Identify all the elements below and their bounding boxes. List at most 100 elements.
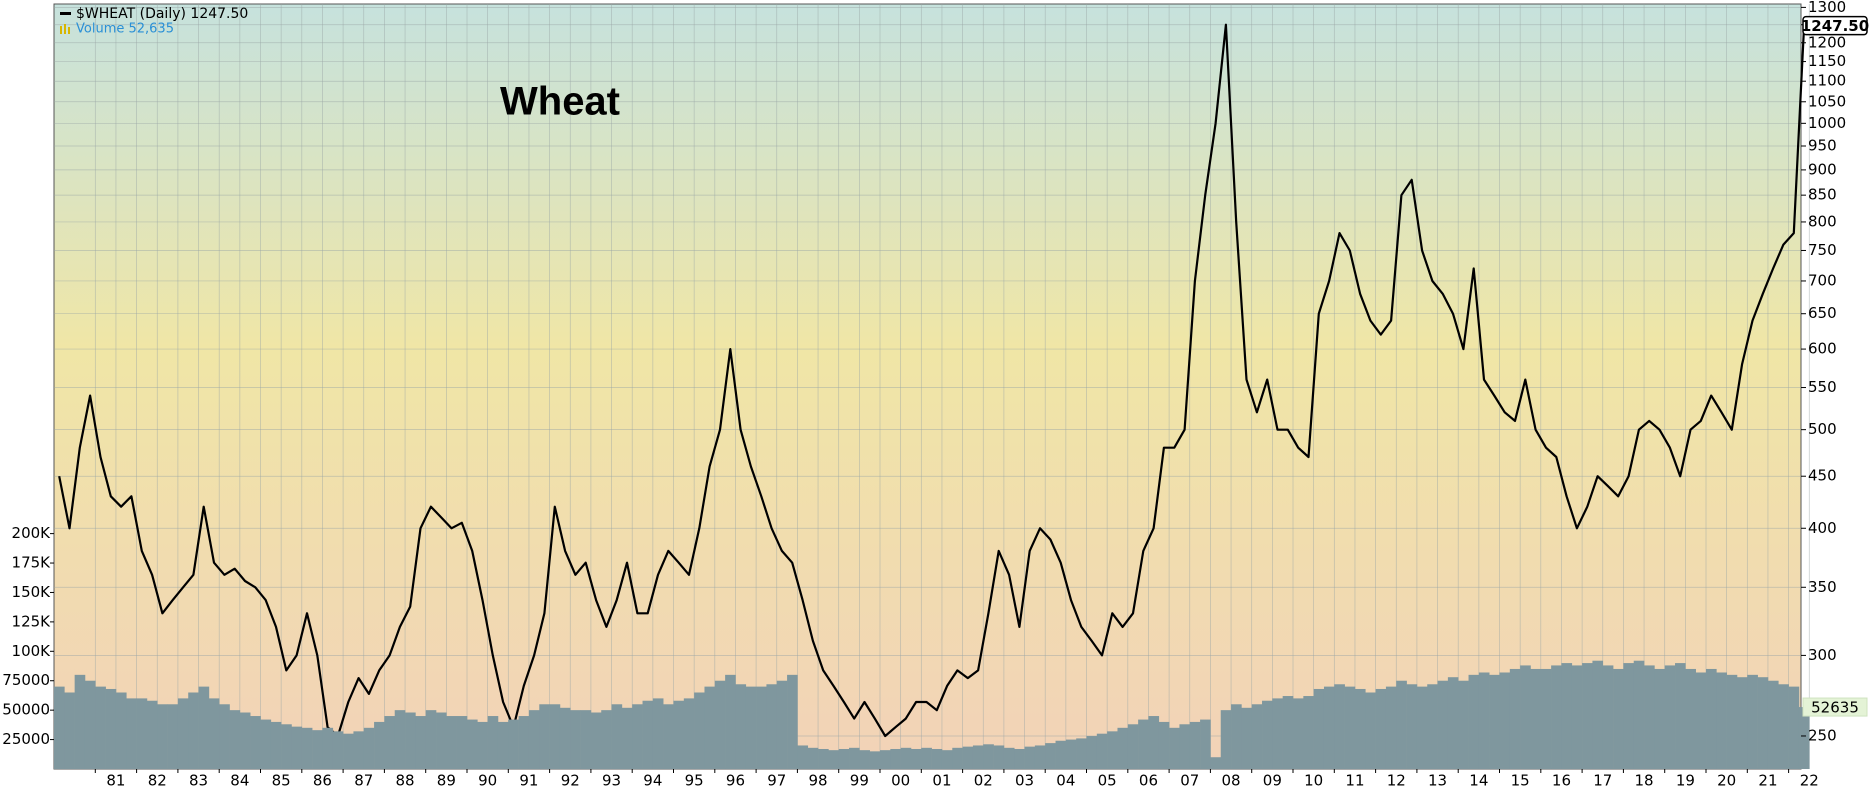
volume-bar — [1747, 674, 1758, 769]
volume-bar — [611, 704, 623, 769]
value-tag-box — [1802, 15, 1868, 36]
volume-bar — [1055, 740, 1067, 769]
volume-bar — [528, 710, 540, 769]
volume-bar — [105, 688, 117, 769]
chart-title: Wheat — [500, 80, 620, 124]
y2-tick-label: 125K — [12, 612, 52, 630]
x-tick-label: 90 — [478, 772, 497, 790]
y-tick-label: 800 — [1808, 212, 1837, 230]
volume-bar — [1179, 724, 1191, 769]
volume-bar — [260, 719, 272, 769]
legend-swatch — [64, 24, 66, 34]
volume-bar — [797, 745, 809, 769]
volume-bar — [1757, 677, 1769, 769]
volume-bar — [136, 698, 148, 769]
volume-bar — [1706, 668, 1717, 769]
volume-bar — [1365, 692, 1376, 769]
volume-bar — [1293, 698, 1304, 769]
volume-bar — [270, 721, 282, 769]
y2-tick-label: 175K — [12, 554, 52, 572]
volume-bar — [962, 746, 974, 769]
x-tick-label: 91 — [519, 772, 538, 790]
y-tick-label: 1000 — [1808, 114, 1846, 132]
volume-bar — [54, 686, 65, 769]
volume-bar — [1416, 686, 1428, 769]
volume-bar — [590, 712, 602, 769]
volume-bar — [1613, 668, 1624, 769]
volume-bar — [384, 716, 396, 769]
volume-bar — [714, 680, 726, 769]
volume-bar — [239, 712, 251, 769]
volume-bar — [115, 692, 127, 769]
y-tick-label: 750 — [1808, 241, 1837, 259]
volume-bar — [766, 684, 778, 769]
volume-bar — [1034, 745, 1046, 769]
value-tag: 1247.50 — [1801, 17, 1869, 35]
volume-bar — [725, 674, 736, 769]
volume-bar — [1767, 680, 1779, 769]
volume-bar — [1540, 668, 1552, 769]
volume-bar — [1736, 677, 1748, 769]
volume-bar — [941, 750, 953, 769]
y2-tick-label: 200K — [12, 524, 52, 542]
volume-bar — [787, 674, 798, 769]
volume-bar — [745, 686, 757, 769]
x-tick-label: 06 — [1139, 772, 1158, 790]
legend-swatch — [68, 27, 70, 34]
y2-tick-label: 75000 — [2, 671, 50, 689]
volume-bar — [849, 747, 860, 769]
x-tick-label: 21 — [1758, 772, 1777, 790]
volume-bar — [1499, 672, 1511, 769]
volume-bar — [1458, 680, 1469, 769]
y2-tick-label: 25000 — [2, 730, 50, 748]
x-tick-label: 05 — [1098, 772, 1117, 790]
x-tick-label: 92 — [561, 772, 580, 790]
volume-bar — [518, 716, 530, 769]
legend-entry: Volume 52,635 — [76, 22, 174, 37]
volume-bar — [1334, 684, 1345, 769]
volume-bar — [1014, 748, 1025, 769]
legend-swatch — [60, 26, 62, 34]
volume-bar — [405, 712, 416, 769]
marks — [54, 23, 1810, 769]
y-tick-label: 1200 — [1808, 33, 1846, 51]
volume-bar — [828, 750, 840, 769]
volume-bar — [621, 707, 633, 769]
volume-bar — [95, 686, 106, 769]
volume-bar — [1158, 721, 1170, 769]
volume-bar — [1644, 665, 1655, 769]
volume-bar — [570, 710, 581, 769]
x-tick-label: 88 — [396, 772, 415, 790]
volume-bar — [580, 710, 592, 769]
x-tick-label: 14 — [1469, 772, 1488, 790]
volume-bar — [1313, 688, 1325, 769]
volume-bar — [1231, 704, 1242, 769]
volume-bar — [838, 748, 850, 769]
volume-bar — [1076, 738, 1087, 769]
volume-bar — [477, 721, 488, 769]
volume-bar — [1127, 724, 1139, 769]
volume-bar — [1582, 663, 1593, 769]
volume-bar — [198, 686, 210, 769]
volume-bar — [64, 692, 75, 769]
x-tick-label: 08 — [1222, 772, 1241, 790]
x-tick-label: 18 — [1635, 772, 1654, 790]
x-tick-label: 12 — [1387, 772, 1406, 790]
x-tick-label: 10 — [1304, 772, 1323, 790]
volume-bar — [1654, 668, 1666, 769]
volume-bar — [993, 745, 1005, 769]
y-tick-label: 950 — [1808, 137, 1837, 155]
y-tick-label: 250 — [1808, 726, 1837, 744]
x-tick-label: 11 — [1345, 772, 1364, 790]
volume-bar — [229, 710, 241, 769]
volume-bar — [1530, 668, 1542, 769]
y-tick-label: 1150 — [1808, 52, 1846, 70]
volume-bar — [735, 684, 747, 769]
volume-bar — [146, 700, 158, 769]
volume-bar — [1117, 727, 1129, 769]
value-tag: 52635 — [1811, 699, 1859, 717]
volume-bar — [1189, 721, 1201, 769]
volume-bar — [363, 727, 375, 769]
volume-bar — [1241, 707, 1253, 769]
volume-bar — [632, 704, 643, 769]
